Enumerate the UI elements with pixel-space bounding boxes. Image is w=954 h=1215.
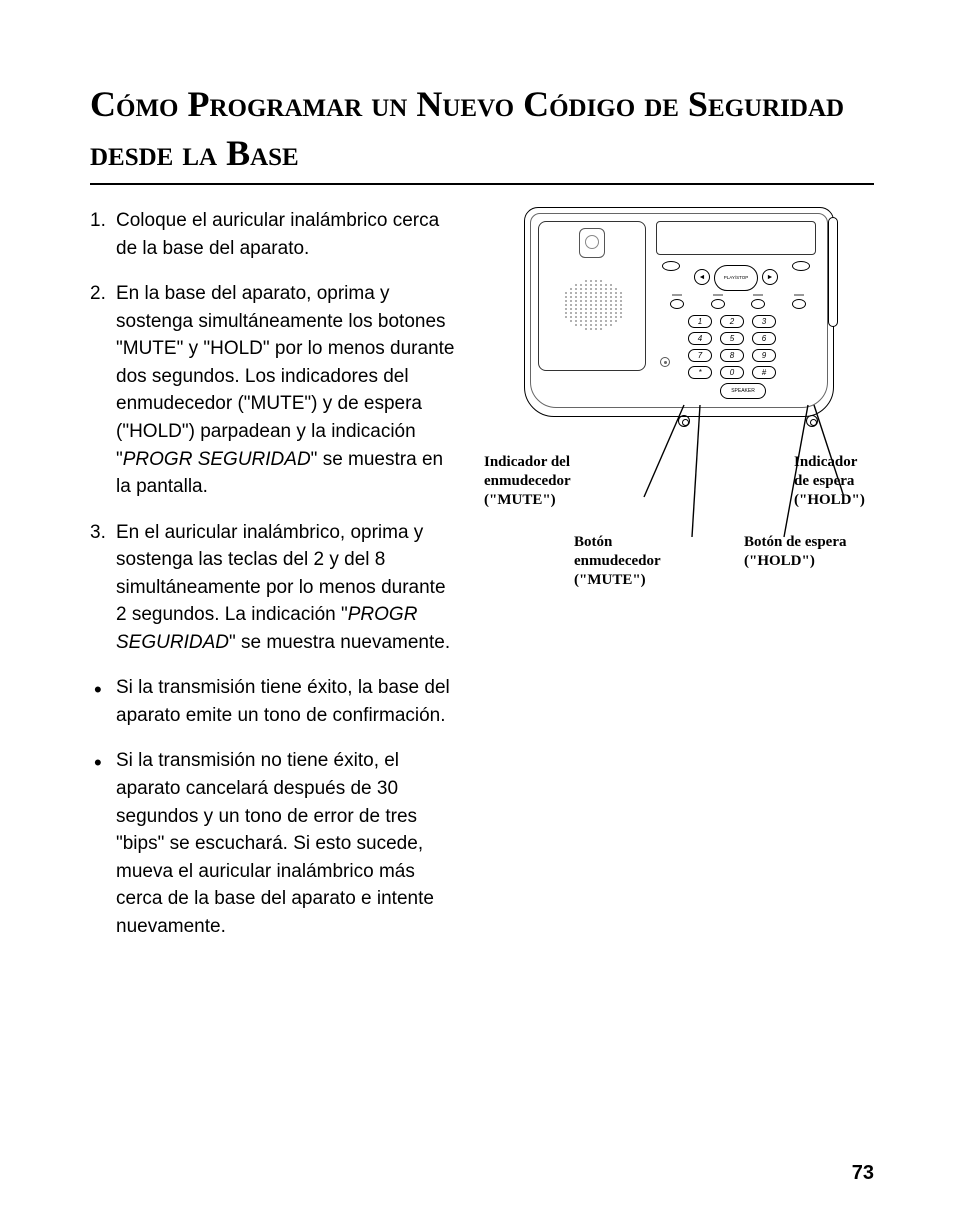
key-4: 4 — [688, 332, 712, 345]
mute-indicator-led — [678, 415, 690, 427]
bullets-list: Si la transmisión tiene éxito, la base d… — [90, 674, 460, 940]
key-1: 1 — [688, 315, 712, 328]
content-row: Coloque el auricular inalámbrico cerca d… — [90, 207, 874, 958]
key-#: # — [752, 366, 776, 379]
diagram-column: ◄ ► 123456789*0# SPEAKER Indicador delen — [484, 207, 874, 958]
dial-keypad: 123 456 789 * 0 # — [688, 315, 776, 379]
cradle-slot — [579, 228, 605, 258]
label-hold-button: Botón de espera("HOLD") — [744, 533, 847, 571]
func-button — [711, 299, 725, 309]
func-button — [670, 299, 684, 309]
func-button — [792, 299, 806, 309]
small-button — [792, 261, 810, 271]
lcd-screen — [656, 221, 816, 255]
handset-cradle — [538, 221, 646, 371]
key-*: * — [688, 366, 712, 379]
key-2: 2 — [720, 315, 744, 328]
text-column: Coloque el auricular inalámbrico cerca d… — [90, 207, 460, 958]
base-unit-diagram: ◄ ► 123456789*0# SPEAKER — [524, 207, 834, 437]
play-stop-button — [714, 265, 758, 291]
step-1: Coloque el auricular inalámbrico cerca d… — [90, 207, 460, 262]
antenna — [828, 217, 838, 327]
key-9: 9 — [752, 349, 776, 362]
page-title: Cómo Programar un Nuevo Código de Seguri… — [90, 80, 874, 185]
speaker-grille — [549, 280, 637, 362]
label-hold-indicator: Indicadorde espera("HOLD") — [794, 453, 865, 509]
key-8: 8 — [720, 349, 744, 362]
steps-list: Coloque el auricular inalámbrico cerca d… — [90, 207, 460, 656]
function-button-row — [670, 299, 806, 309]
top-small-buttons-right — [792, 261, 810, 271]
key-3: 3 — [752, 315, 776, 328]
small-button — [662, 261, 680, 271]
key-5: 5 — [720, 332, 744, 345]
top-small-buttons-left — [662, 261, 680, 271]
page-number: 73 — [852, 1162, 874, 1185]
label-mute-button: Botónenmudecedor("MUTE") — [574, 533, 661, 589]
func-button — [751, 299, 765, 309]
label-mute-indicator: Indicador delenmudecedor("MUTE") — [484, 453, 571, 509]
step-3: En el auricular inalámbrico, oprima y so… — [90, 519, 460, 657]
step-2: En la base del aparato, oprima y sosteng… — [90, 280, 460, 500]
bullet-2: Si la transmisión no tiene éxito, el apa… — [90, 747, 460, 940]
hold-indicator-led — [806, 415, 818, 427]
key-0: 0 — [720, 366, 744, 379]
bullet-1: Si la transmisión tiene éxito, la base d… — [90, 674, 460, 729]
key-7: 7 — [688, 349, 712, 362]
title-text: Cómo Programar un Nuevo Código de Seguri… — [90, 84, 844, 173]
key-6: 6 — [752, 332, 776, 345]
speaker-button: SPEAKER — [720, 383, 766, 399]
